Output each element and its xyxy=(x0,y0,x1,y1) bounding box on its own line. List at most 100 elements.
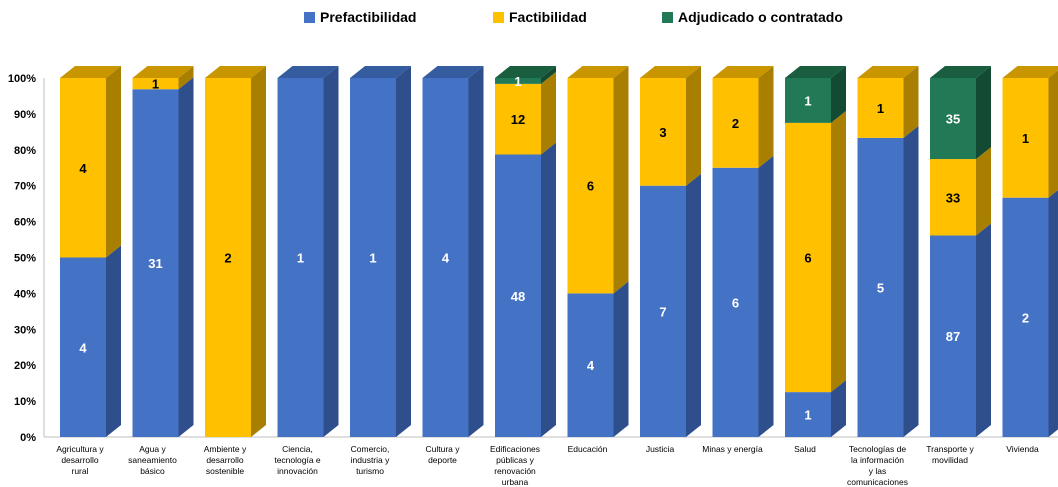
x-tick-label-line: comunicaciones xyxy=(847,477,908,487)
bar-factibilidad xyxy=(205,78,251,437)
legend-label-factibilidad: Factibilidad xyxy=(509,9,587,25)
data-label: 1 xyxy=(877,101,884,116)
x-tick-label-line: y las xyxy=(869,466,886,476)
x-tick-label: Justicia xyxy=(646,444,675,454)
x-tick-label-line: Educación xyxy=(568,444,608,454)
x-tick-label-line: la información xyxy=(851,455,904,465)
data-label: 7 xyxy=(659,304,666,319)
data-label: 2 xyxy=(732,116,739,131)
bar-factibilidad xyxy=(930,159,976,236)
bar-prefactibilidad xyxy=(277,78,324,437)
x-tick-label-line: renovación xyxy=(494,466,536,476)
bar-side xyxy=(686,173,701,437)
x-tick-label: Salud xyxy=(794,444,816,454)
x-tick-label-line: rural xyxy=(71,466,88,476)
data-label: 35 xyxy=(946,112,960,127)
x-tick-label: Comercio, industria y turismo xyxy=(351,444,390,476)
x-tick-label-line: básico xyxy=(140,466,165,476)
bar-adjudicado-o-contratado xyxy=(785,78,831,123)
x-tick-label: Ciencia, tecnología e innovación xyxy=(274,444,321,476)
data-label: 4 xyxy=(79,340,87,355)
legend-label-prefactibilidad: Prefactibilidad xyxy=(320,9,417,25)
bar-top xyxy=(712,66,774,78)
legend-label-adjudicado: Adjudicado o contratado xyxy=(678,9,843,25)
x-tick-label-line: turismo xyxy=(356,466,384,476)
x-tick-label-line: Vivienda xyxy=(1006,444,1039,454)
bar-side xyxy=(613,66,629,294)
x-tick-label-line: tecnología e xyxy=(274,455,321,465)
bar-side xyxy=(106,245,121,437)
legend-item-factibilidad[interactable]: Factibilidad xyxy=(493,9,587,25)
bar-side xyxy=(903,125,919,437)
bar-prefactibilidad xyxy=(785,392,831,437)
data-label: 33 xyxy=(946,190,960,205)
data-label: 4 xyxy=(79,161,87,176)
y-tick-label: 0% xyxy=(20,432,36,444)
bar-adjudicado-o-contratado xyxy=(930,78,976,160)
data-label: 87 xyxy=(946,329,960,344)
x-tick-label-line: Salud xyxy=(794,444,816,454)
bar-side xyxy=(758,155,774,437)
x-tick-label-line: movilidad xyxy=(932,455,968,465)
x-tick-label-line: innovación xyxy=(277,466,318,476)
bar-side xyxy=(541,71,556,155)
legend-item-prefactibilidad[interactable]: Prefactibilidad xyxy=(304,9,416,25)
x-tick-label: Tecnologías de la información y las comunic… xyxy=(847,444,908,487)
bar-side xyxy=(396,66,411,437)
data-label: 31 xyxy=(148,256,162,271)
data-label: 1 xyxy=(152,77,159,92)
data-label: 48 xyxy=(511,289,525,304)
bar-side xyxy=(468,66,484,437)
bar-top xyxy=(857,66,919,78)
x-tick-label: Edificaciones públicas y renovación urbana xyxy=(490,444,540,487)
y-tick-label: 40% xyxy=(14,288,36,300)
x-tick-label-line: públicas y xyxy=(496,455,535,465)
y-tick-label: 10% xyxy=(14,396,36,408)
legend-item-adjudicado[interactable]: Adjudicado o contratado xyxy=(662,9,843,25)
bar-prefactibilidad xyxy=(350,78,396,437)
x-tick-label-line: Minas y energía xyxy=(702,444,763,454)
data-label: 2 xyxy=(1022,310,1029,325)
x-tick-label-line: saneamiento xyxy=(128,455,177,465)
x-tick-label: Agricultura y desarrollo rural xyxy=(56,444,104,476)
data-label: 1 xyxy=(804,408,811,423)
x-tick-label-line: Edificaciones xyxy=(490,444,540,454)
bar-top xyxy=(640,66,701,78)
bar-prefactibilidad xyxy=(132,89,179,437)
bar-prefactibilidad xyxy=(857,137,904,438)
x-tick-label-line: Justicia xyxy=(646,444,675,454)
bar-prefactibilidad xyxy=(1002,197,1049,437)
legend-swatch-factibilidad xyxy=(493,11,504,23)
bar-side xyxy=(1048,70,1058,198)
x-tick-label-line: desarrollo xyxy=(206,455,244,465)
data-label: 5 xyxy=(877,280,884,295)
x-tick-label-line: deporte xyxy=(428,455,457,465)
bar-factibilidad xyxy=(640,78,686,186)
x-tick-label-line: Cultura y xyxy=(425,444,460,454)
x-tick-label: Educación xyxy=(568,444,608,454)
bar-side xyxy=(976,223,991,437)
bar-side xyxy=(976,147,991,236)
y-tick-label: 70% xyxy=(14,181,36,193)
x-tick-label-line: Ciencia, xyxy=(282,444,313,454)
bar-top xyxy=(205,66,266,78)
y-tick-label: 100% xyxy=(8,73,36,85)
bar-side xyxy=(976,66,991,160)
bar-factibilidad xyxy=(495,83,541,155)
x-tick-label-line: Agua y xyxy=(139,444,166,454)
y-tick-label: 30% xyxy=(14,324,36,336)
bar-top xyxy=(277,66,339,78)
data-label: 6 xyxy=(804,251,811,266)
data-label: 2 xyxy=(224,251,231,266)
bar-prefactibilidad xyxy=(712,167,759,437)
bar-top xyxy=(132,66,194,78)
x-tick-label: Transporte y movilidad xyxy=(926,444,974,465)
bar-prefactibilidad xyxy=(567,293,614,437)
bar-side xyxy=(831,380,846,437)
bar-side xyxy=(323,66,339,437)
legend-swatch-adjudicado xyxy=(662,11,673,23)
bar-top xyxy=(350,66,411,78)
x-tick-label: Ambiente y desarrollo sostenible xyxy=(204,444,247,476)
data-label: 6 xyxy=(587,179,594,194)
